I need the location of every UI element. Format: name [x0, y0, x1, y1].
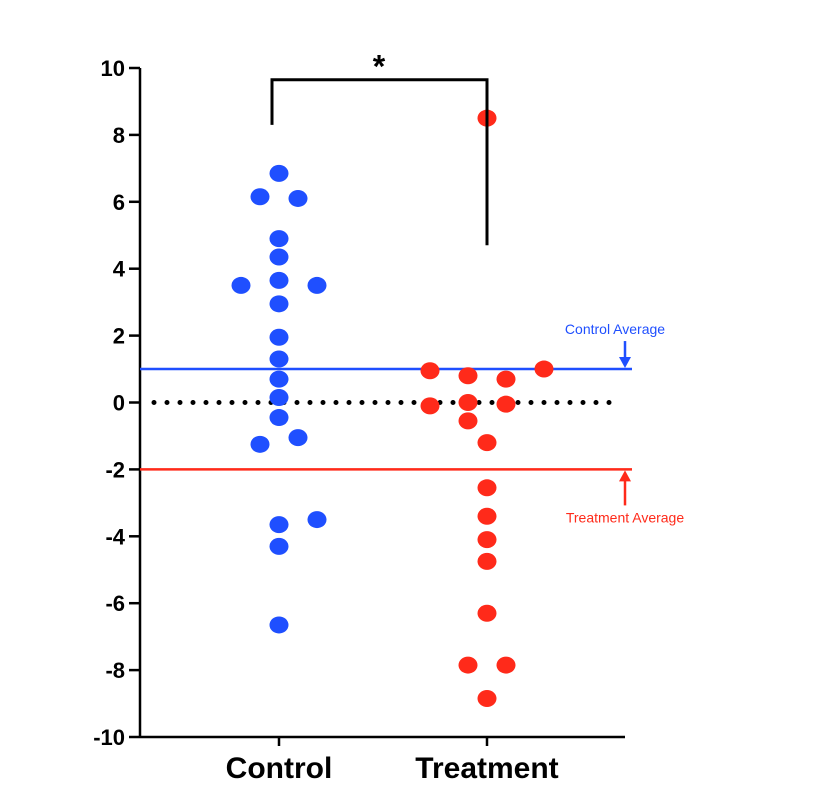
control-data-point — [270, 516, 289, 533]
control-data-point — [270, 272, 289, 289]
treatment-data-point — [478, 434, 497, 451]
treatment-data-point — [421, 397, 440, 414]
treatment-data-point — [459, 367, 478, 384]
treatment-data-point — [459, 657, 478, 674]
treatment-data-point — [459, 412, 478, 429]
treatment-data-point — [497, 396, 516, 413]
points-layer — [232, 110, 554, 707]
control-data-point — [308, 277, 327, 294]
y-tick-label: 4 — [113, 257, 126, 282]
treatment-data-point — [478, 479, 497, 496]
control-data-point — [270, 371, 289, 388]
control-data-point — [289, 190, 308, 207]
treatment-data-point — [497, 371, 516, 388]
y-tick-label: -6 — [105, 591, 125, 616]
y-tick-label: -10 — [93, 725, 125, 750]
average-label: Control Average — [565, 321, 665, 337]
control-data-point — [270, 329, 289, 346]
y-tick-label: 6 — [113, 190, 125, 215]
y-tick-label: 0 — [113, 391, 125, 416]
average-arrow-head — [619, 470, 631, 481]
y-tick-label: 8 — [113, 123, 125, 148]
x-tick-label: Control — [226, 752, 333, 785]
control-data-point — [270, 351, 289, 368]
control-data-point — [289, 429, 308, 446]
treatment-data-point — [535, 361, 554, 378]
y-tick-label: -2 — [105, 457, 125, 482]
average-arrow-head — [619, 357, 631, 368]
control-data-point — [251, 436, 270, 453]
y-tick-label: -4 — [105, 524, 125, 549]
treatment-data-point — [459, 394, 478, 411]
control-data-point — [308, 511, 327, 528]
control-data-point — [270, 248, 289, 265]
control-data-point — [232, 277, 251, 294]
control-data-point — [270, 409, 289, 426]
x-tick-label: Treatment — [415, 752, 558, 785]
treatment-data-point — [478, 605, 497, 622]
control-data-point — [270, 230, 289, 247]
y-tick-label: -8 — [105, 658, 125, 683]
treatment-data-point — [478, 690, 497, 707]
control-data-point — [270, 295, 289, 312]
axes-layer: 10 8 6 4 2 0 -2 -4 -6 -8 -10 Control Treatment — [93, 56, 625, 785]
control-data-point — [270, 165, 289, 182]
chart: 10 8 6 4 2 0 -2 -4 -6 -8 -10 Control Treatment Contr… — [0, 0, 823, 799]
treatment-data-point — [478, 531, 497, 548]
control-data-point — [270, 389, 289, 406]
reference-lines-layer: Control Average Treatment Average — [140, 321, 684, 525]
control-data-point — [270, 616, 289, 633]
treatment-data-point — [421, 362, 440, 379]
control-data-point — [251, 188, 270, 205]
significance-star: * — [373, 49, 386, 85]
average-label: Treatment Average — [566, 509, 685, 525]
treatment-data-point — [497, 657, 516, 674]
annotations-layer: * — [272, 49, 487, 246]
treatment-data-point — [478, 508, 497, 525]
y-tick-label: 2 — [113, 324, 125, 349]
control-data-point — [270, 538, 289, 555]
significance-bracket — [272, 80, 487, 246]
y-tick-label: 10 — [101, 56, 125, 81]
treatment-data-point — [478, 553, 497, 570]
